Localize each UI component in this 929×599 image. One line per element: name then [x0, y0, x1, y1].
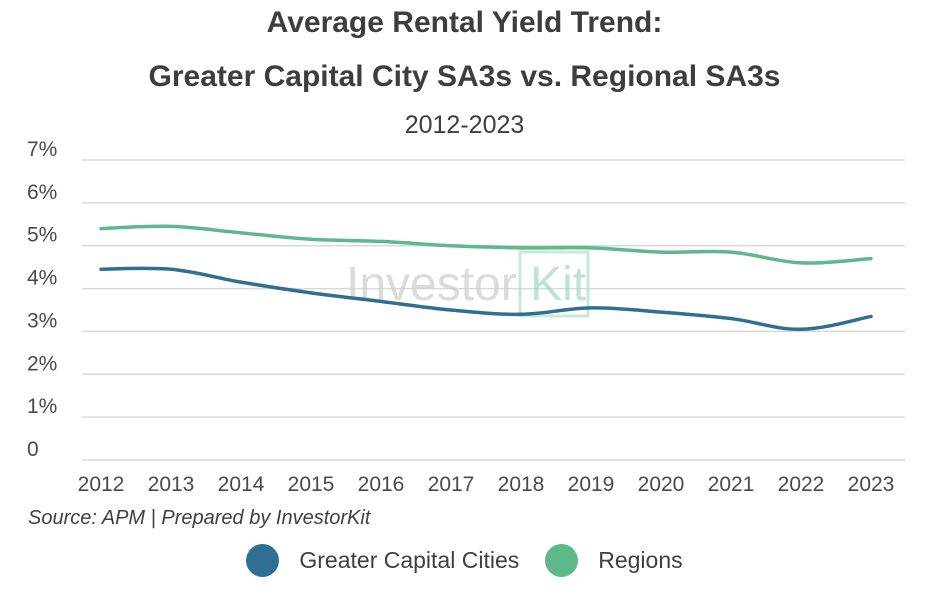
gridlines — [82, 159, 905, 461]
x-tick-label: 2012 — [78, 473, 125, 496]
series-line-greater-capital-cities — [99, 266, 873, 332]
legend-swatch-regions — [545, 544, 579, 577]
x-tick-label: 2022 — [778, 473, 825, 496]
svg-text:Investor Kit: Investor Kit — [346, 258, 586, 311]
x-tick-label: 2019 — [568, 473, 615, 496]
x-tick-label: 2018 — [498, 473, 545, 496]
investorkit-watermark: Investor Kit — [346, 250, 590, 318]
x-tick-label: 2023 — [848, 473, 895, 496]
chart-title-line-2: Greater Capital City SA3s vs. Regional S… — [148, 60, 781, 93]
legend-item-greater-capital-cities: Greater Capital Cities — [246, 544, 519, 577]
y-tick-label: 2% — [27, 352, 57, 375]
y-tick-label: 0 — [27, 438, 39, 461]
x-tick-label: 2013 — [148, 473, 195, 496]
legend-label-regions: Regions — [598, 547, 683, 573]
series-lines — [99, 224, 873, 332]
x-tick-label: 2020 — [638, 473, 685, 496]
legend: Greater Capital Cities Regions — [0, 544, 929, 577]
y-tick-label: 5% — [27, 224, 57, 247]
x-tick-label: 2021 — [708, 473, 755, 496]
series-line-regions — [99, 224, 873, 265]
legend-swatch-greater-capital-cities — [246, 544, 280, 577]
source-note: Source: APM | Prepared by InvestorKit — [28, 507, 371, 529]
y-tick-label: 1% — [27, 395, 57, 418]
x-axis-ticks: 2012 2013 2014 2015 2016 2017 2018 2019 2020 2021… — [78, 473, 895, 496]
x-tick-label: 2017 — [428, 473, 475, 496]
chart-title-line-1: Average Rental Yield Trend: — [266, 6, 663, 39]
x-tick-label: 2016 — [358, 473, 405, 496]
y-axis-ticks: 0 1% 2% 3% 4% 5% 6% 7% — [27, 138, 57, 461]
y-tick-label: 7% — [27, 138, 57, 161]
x-tick-label: 2014 — [218, 473, 265, 496]
watermark-text-kit: Kit — [530, 258, 586, 311]
legend-label-greater-capital-cities: Greater Capital Cities — [299, 547, 520, 573]
x-tick-label: 2015 — [288, 473, 335, 496]
y-tick-label: 4% — [27, 267, 57, 290]
watermark-text-investor: Investor — [346, 258, 517, 311]
y-tick-label: 6% — [27, 181, 57, 204]
chart-subtitle: 2012-2023 — [404, 111, 525, 139]
watermark-frame — [518, 250, 590, 318]
y-tick-label: 3% — [27, 309, 57, 332]
legend-item-regions: Regions — [545, 544, 683, 577]
